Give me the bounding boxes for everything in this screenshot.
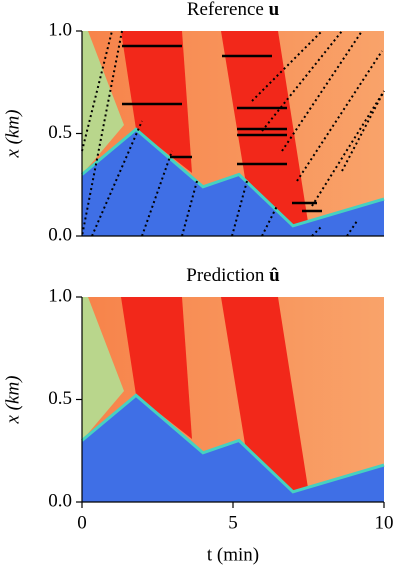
title-symbol: û	[269, 265, 280, 286]
trajectory	[346, 220, 358, 237]
trajectory	[341, 90, 385, 172]
y-tick-label: 0.5	[48, 388, 72, 409]
x-tick-label: 10	[375, 512, 394, 533]
panels: Reference u x (km) 0.0 0.5 1.0 Prediction û x …	[2, 0, 393, 565]
trajectory	[91, 120, 143, 237]
y-tick-label: 0.5	[48, 122, 72, 143]
panel-title: Prediction û	[186, 265, 280, 286]
trajectory	[141, 150, 173, 237]
y-axis-label: x (km)	[2, 376, 23, 425]
trajectory	[296, 50, 383, 182]
x-tick-label: 5	[228, 512, 238, 533]
trajectory	[261, 30, 343, 132]
shock-segments	[122, 44, 322, 213]
heatmap	[80, 29, 386, 238]
x-axis-label: t (min)	[207, 544, 259, 565]
title-symbol: u	[269, 0, 280, 20]
y-tick-label: 0.0	[48, 224, 72, 245]
trajectories	[81, 30, 385, 237]
panel: Reference u x (km) 0.0 0.5 1.0	[2, 0, 386, 245]
trajectory	[311, 225, 323, 237]
trajectory	[81, 30, 113, 152]
trajectory	[251, 30, 323, 102]
panel: Prediction û x (km) 0.0 0.5 1.0 0 5 10 t (min)	[2, 265, 393, 565]
title-text: Prediction	[186, 265, 269, 286]
y-tick-label: 1.0	[48, 285, 72, 306]
title-text: Reference	[187, 0, 269, 20]
trajectory	[261, 205, 278, 237]
y-tick-label: 0.0	[48, 490, 72, 511]
heatmap	[80, 295, 386, 504]
y-tick-label: 1.0	[48, 19, 72, 40]
x-tick-label: 0	[77, 512, 87, 533]
y-axis-label: x (km)	[2, 110, 23, 159]
trajectory	[281, 30, 363, 152]
panel-title: Reference u	[187, 0, 280, 20]
